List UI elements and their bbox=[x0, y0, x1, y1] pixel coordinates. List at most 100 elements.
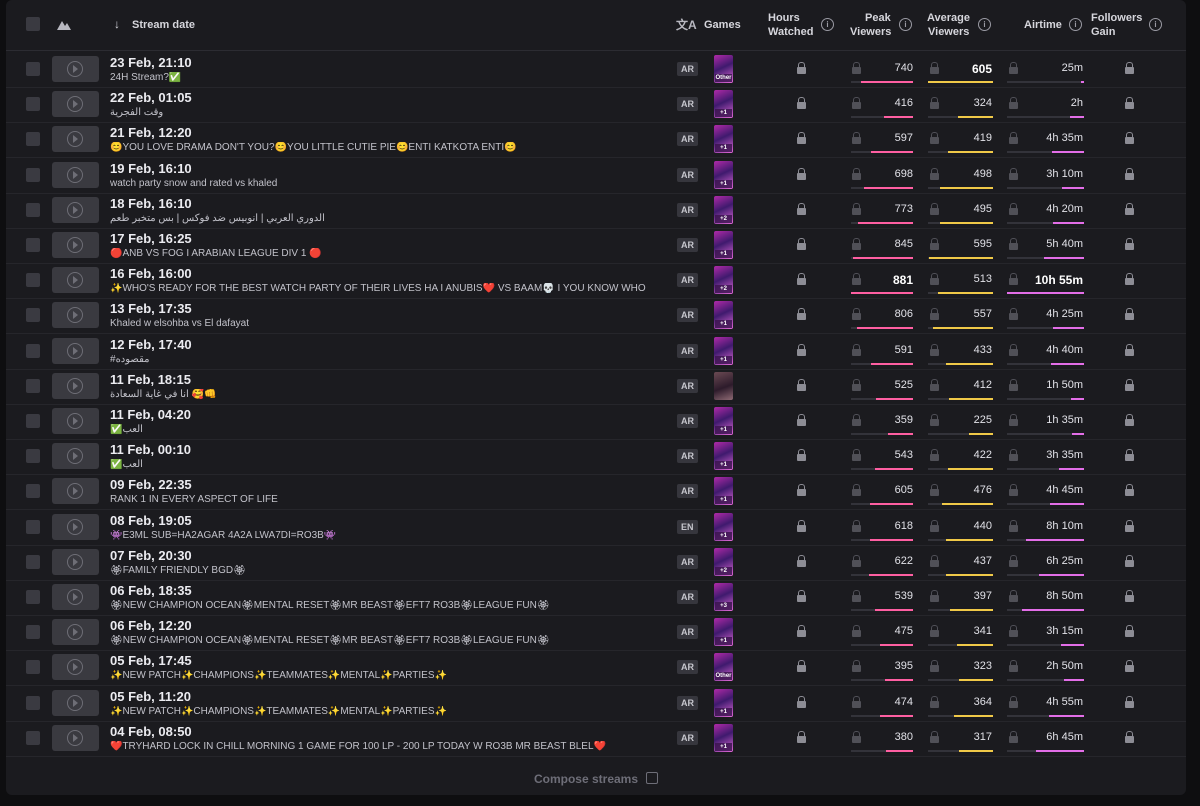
row-checkbox[interactable] bbox=[26, 414, 40, 428]
hours-watched-lock-icon[interactable] bbox=[797, 132, 806, 145]
hours-watched-lock-icon[interactable] bbox=[797, 273, 806, 286]
table-row[interactable]: 05 Feb, 17:45 ✨NEW PATCH✨CHAMPIONS✨TEAMMA… bbox=[6, 650, 1186, 687]
header-games[interactable]: Games bbox=[704, 19, 741, 31]
hours-watched-lock-icon[interactable] bbox=[797, 590, 806, 602]
followers-gain-lock-icon[interactable] bbox=[1125, 625, 1134, 638]
row-checkbox[interactable] bbox=[26, 238, 40, 252]
table-row[interactable]: 09 Feb, 22:35 RANK 1 IN EVERY ASPECT OF L… bbox=[6, 474, 1186, 511]
followers-gain-lock-icon[interactable] bbox=[1125, 378, 1134, 391]
table-row[interactable]: 11 Feb, 18:15 انا في غاية السعادة 🥰👊 AR 525… bbox=[6, 369, 1186, 405]
average-viewers-info-icon[interactable]: i bbox=[978, 18, 991, 31]
compose-icon[interactable] bbox=[646, 772, 659, 784]
stream-date[interactable]: 05 Feb, 11:20 bbox=[110, 688, 191, 704]
table-row[interactable]: 05 Feb, 11:20 ✨NEW PATCH✨CHAMPIONS✨TEAMMA… bbox=[6, 686, 1186, 722]
play-vod-button[interactable] bbox=[52, 513, 99, 540]
table-row[interactable]: 16 Feb, 16:00 ✨WHO'S READY FOR THE BEST W… bbox=[6, 263, 1186, 300]
followers-gain-lock-icon[interactable] bbox=[1125, 414, 1134, 426]
hours-watched-lock-icon[interactable] bbox=[797, 730, 806, 743]
play-vod-button[interactable] bbox=[52, 232, 99, 258]
hours-watched-lock-icon[interactable] bbox=[797, 378, 806, 391]
translate-icon[interactable]: 文A bbox=[676, 18, 697, 32]
header-followers-gain-1[interactable]: Followers bbox=[1091, 12, 1143, 24]
play-vod-button[interactable] bbox=[52, 56, 99, 82]
hours-watched-lock-icon[interactable] bbox=[797, 484, 806, 497]
table-row[interactable]: 08 Feb, 19:05 👾E3ML SUB=HA2AGAR 4A2A LWA7… bbox=[6, 510, 1186, 546]
game-thumbnail[interactable]: +1 bbox=[714, 160, 733, 189]
game-thumbnail[interactable]: +1 bbox=[714, 336, 733, 365]
hours-watched-lock-icon[interactable] bbox=[797, 202, 806, 215]
table-row[interactable]: 19 Feb, 16:10 watch party snow and rated … bbox=[6, 158, 1186, 194]
row-checkbox[interactable] bbox=[26, 273, 40, 288]
game-thumbnail[interactable]: +2 bbox=[714, 547, 733, 576]
header-hours-watched-2[interactable]: Watched bbox=[768, 26, 814, 38]
followers-gain-lock-icon[interactable] bbox=[1125, 202, 1134, 215]
row-checkbox[interactable] bbox=[26, 97, 40, 112]
stream-date[interactable]: 05 Feb, 17:45 bbox=[110, 653, 192, 669]
table-row[interactable]: 18 Feb, 16:10 الدوري العربي | أنوبيس ضد ف… bbox=[6, 193, 1186, 229]
followers-gain-lock-icon[interactable] bbox=[1125, 554, 1134, 567]
select-all-checkbox[interactable] bbox=[26, 17, 40, 31]
followers-gain-info-icon[interactable]: i bbox=[1149, 18, 1162, 31]
play-vod-button[interactable] bbox=[52, 548, 99, 575]
followers-gain-lock-icon[interactable] bbox=[1125, 730, 1134, 743]
game-thumbnail[interactable]: +1 bbox=[714, 512, 733, 541]
header-average-viewers-1[interactable]: Average bbox=[927, 12, 971, 24]
table-row[interactable]: 06 Feb, 12:20 🏵NEW CHAMPION OCEAN🏵MENTAL … bbox=[6, 615, 1186, 652]
stream-date[interactable]: 22 Feb, 01:05 bbox=[110, 90, 192, 106]
play-vod-button[interactable] bbox=[52, 478, 99, 505]
play-vod-button[interactable] bbox=[52, 161, 99, 188]
row-checkbox[interactable] bbox=[26, 132, 40, 147]
table-row[interactable]: 04 Feb, 08:50 ❤️TRYHARD LOCK IN CHILL MOR… bbox=[6, 721, 1186, 757]
followers-gain-lock-icon[interactable] bbox=[1125, 519, 1134, 532]
hours-watched-lock-icon[interactable] bbox=[797, 414, 806, 426]
row-checkbox[interactable] bbox=[26, 449, 40, 464]
hours-watched-lock-icon[interactable] bbox=[797, 97, 806, 110]
game-thumbnail[interactable]: +3 bbox=[714, 583, 733, 611]
header-followers-gain-2[interactable]: Gain bbox=[1091, 26, 1116, 38]
game-thumbnail[interactable]: Other bbox=[714, 55, 733, 83]
airtime-info-icon[interactable]: i bbox=[1069, 18, 1082, 31]
hours-watched-lock-icon[interactable] bbox=[797, 308, 806, 321]
game-thumbnail[interactable]: +1 bbox=[714, 90, 733, 119]
hours-watched-lock-icon[interactable] bbox=[797, 62, 806, 74]
followers-gain-lock-icon[interactable] bbox=[1125, 167, 1134, 180]
stream-date[interactable]: 11 Feb, 00:10 bbox=[110, 442, 191, 458]
play-vod-button[interactable] bbox=[52, 689, 99, 716]
header-peak-viewers-1[interactable]: Peak bbox=[865, 12, 891, 24]
row-checkbox[interactable] bbox=[26, 660, 40, 675]
row-checkbox[interactable] bbox=[26, 695, 40, 710]
game-thumbnail[interactable]: +1 bbox=[714, 125, 733, 154]
stream-date[interactable]: 08 Feb, 19:05 bbox=[110, 512, 192, 528]
hours-watched-lock-icon[interactable] bbox=[797, 343, 806, 356]
game-thumbnail[interactable]: +1 bbox=[714, 301, 733, 330]
game-thumbnail[interactable]: +2 bbox=[714, 195, 733, 224]
play-vod-button[interactable] bbox=[52, 337, 99, 364]
row-checkbox[interactable] bbox=[26, 343, 40, 358]
header-average-viewers-2[interactable]: Viewers bbox=[928, 26, 970, 38]
stream-date[interactable]: 16 Feb, 16:00 bbox=[110, 266, 192, 282]
play-vod-button[interactable] bbox=[52, 267, 99, 294]
row-checkbox[interactable] bbox=[26, 202, 40, 217]
followers-gain-lock-icon[interactable] bbox=[1125, 308, 1134, 321]
game-thumbnail[interactable]: +1 bbox=[714, 618, 733, 647]
row-checkbox[interactable] bbox=[26, 484, 40, 499]
header-hours-watched-1[interactable]: Hours bbox=[768, 12, 800, 24]
play-vod-button[interactable] bbox=[52, 196, 99, 223]
stream-date[interactable]: 11 Feb, 18:15 bbox=[110, 371, 191, 387]
game-thumbnail[interactable]: +2 bbox=[714, 266, 733, 295]
row-checkbox[interactable] bbox=[26, 590, 40, 604]
game-thumbnail[interactable]: +1 bbox=[714, 723, 733, 752]
table-row[interactable]: 17 Feb, 16:25 🔴ANB VS FOG I ARABIAN LEAGU… bbox=[6, 228, 1186, 264]
table-row[interactable]: 22 Feb, 01:05 وقت الفجرية AR +1 416 324 2h bbox=[6, 87, 1186, 124]
followers-gain-lock-icon[interactable] bbox=[1125, 695, 1134, 708]
row-checkbox[interactable] bbox=[26, 730, 40, 745]
followers-gain-lock-icon[interactable] bbox=[1125, 273, 1134, 286]
followers-gain-lock-icon[interactable] bbox=[1125, 97, 1134, 110]
hours-watched-lock-icon[interactable] bbox=[797, 519, 806, 532]
hours-watched-lock-icon[interactable] bbox=[797, 167, 806, 180]
stream-date[interactable]: 23 Feb, 21:10 bbox=[110, 55, 192, 70]
row-checkbox[interactable] bbox=[26, 62, 40, 76]
followers-gain-lock-icon[interactable] bbox=[1125, 449, 1134, 462]
row-checkbox[interactable] bbox=[26, 378, 40, 393]
followers-gain-lock-icon[interactable] bbox=[1125, 343, 1134, 356]
